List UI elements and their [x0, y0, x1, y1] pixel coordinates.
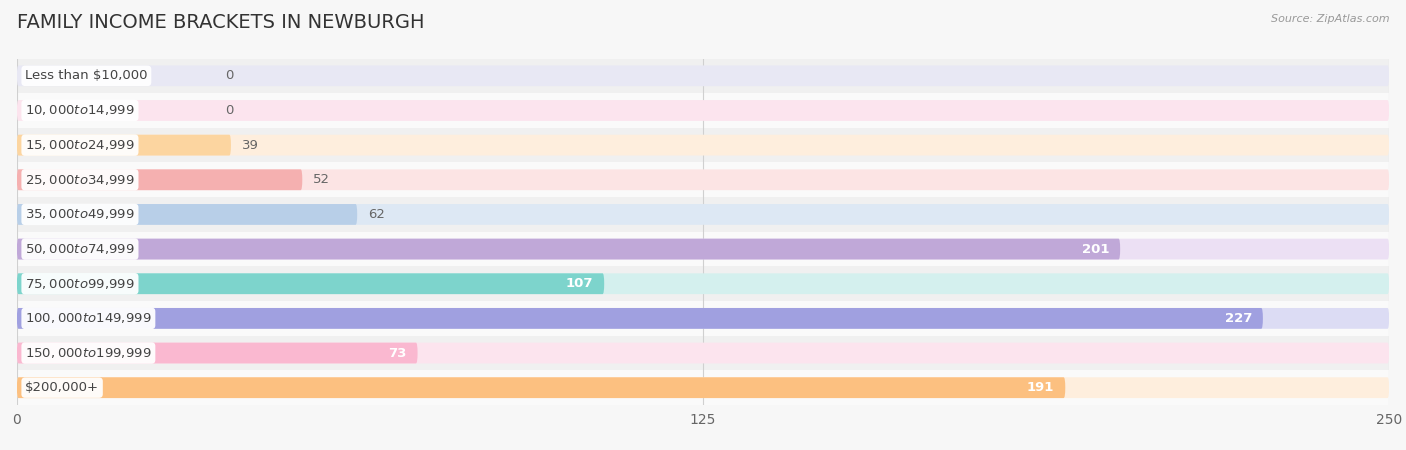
Bar [17, 266, 1389, 301]
Text: 0: 0 [225, 104, 233, 117]
Text: $10,000 to $14,999: $10,000 to $14,999 [25, 104, 135, 117]
FancyBboxPatch shape [17, 377, 1066, 398]
FancyBboxPatch shape [17, 308, 1389, 329]
Bar [17, 128, 1389, 162]
Text: $35,000 to $49,999: $35,000 to $49,999 [25, 207, 135, 221]
Text: 201: 201 [1081, 243, 1109, 256]
Text: 227: 227 [1225, 312, 1251, 325]
Bar [17, 301, 1389, 336]
FancyBboxPatch shape [17, 273, 1389, 294]
Text: 0: 0 [225, 69, 233, 82]
Bar [17, 370, 1389, 405]
FancyBboxPatch shape [17, 342, 1389, 364]
Bar [17, 93, 1389, 128]
FancyBboxPatch shape [17, 238, 1389, 260]
FancyBboxPatch shape [17, 65, 1389, 86]
Text: FAMILY INCOME BRACKETS IN NEWBURGH: FAMILY INCOME BRACKETS IN NEWBURGH [17, 14, 425, 32]
FancyBboxPatch shape [17, 100, 1389, 121]
Bar [17, 197, 1389, 232]
Bar [17, 336, 1389, 370]
FancyBboxPatch shape [17, 204, 357, 225]
Text: $100,000 to $149,999: $100,000 to $149,999 [25, 311, 152, 325]
Text: 39: 39 [242, 139, 259, 152]
Text: Source: ZipAtlas.com: Source: ZipAtlas.com [1271, 14, 1389, 23]
Text: $25,000 to $34,999: $25,000 to $34,999 [25, 173, 135, 187]
FancyBboxPatch shape [17, 204, 1389, 225]
FancyBboxPatch shape [17, 135, 231, 156]
FancyBboxPatch shape [17, 169, 1389, 190]
FancyBboxPatch shape [17, 342, 418, 364]
FancyBboxPatch shape [17, 169, 302, 190]
Text: $200,000+: $200,000+ [25, 381, 98, 394]
Text: Less than $10,000: Less than $10,000 [25, 69, 148, 82]
FancyBboxPatch shape [17, 273, 605, 294]
FancyBboxPatch shape [17, 308, 1263, 329]
Text: 62: 62 [368, 208, 385, 221]
Bar [17, 162, 1389, 197]
FancyBboxPatch shape [17, 135, 1389, 156]
FancyBboxPatch shape [17, 377, 1389, 398]
Text: 52: 52 [314, 173, 330, 186]
Text: $75,000 to $99,999: $75,000 to $99,999 [25, 277, 135, 291]
Text: 191: 191 [1026, 381, 1054, 394]
Text: $150,000 to $199,999: $150,000 to $199,999 [25, 346, 152, 360]
FancyBboxPatch shape [17, 238, 1121, 260]
Bar [17, 58, 1389, 93]
Text: $50,000 to $74,999: $50,000 to $74,999 [25, 242, 135, 256]
Text: $15,000 to $24,999: $15,000 to $24,999 [25, 138, 135, 152]
Bar [17, 232, 1389, 266]
Text: 73: 73 [388, 346, 406, 360]
Text: 107: 107 [565, 277, 593, 290]
